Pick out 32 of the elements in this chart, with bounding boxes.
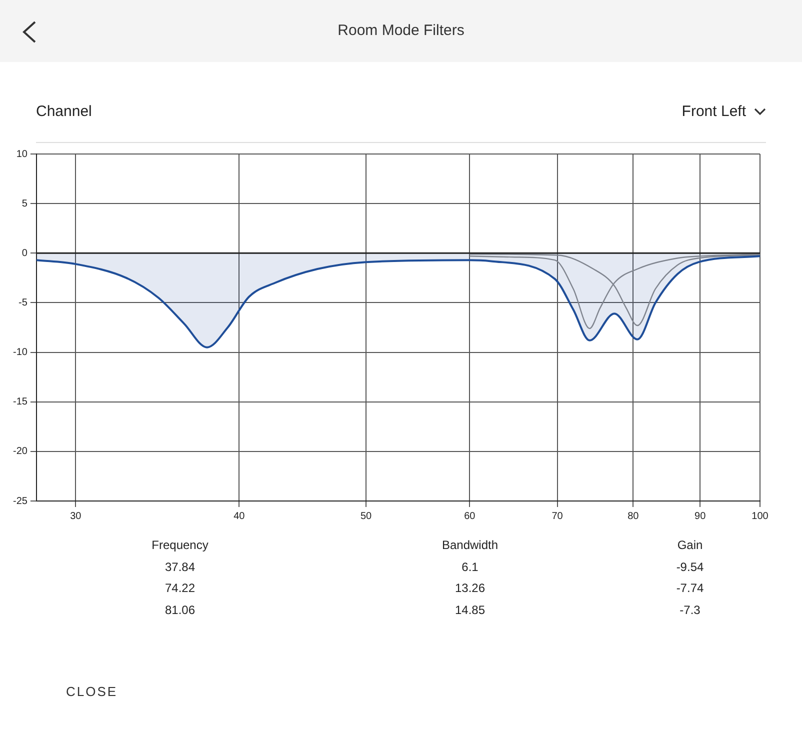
text: 37.84: [164, 560, 196, 574]
x-tick-label: 30: [70, 510, 82, 522]
y-tick-label: 0: [22, 248, 28, 259]
y-tick-label: 10: [16, 148, 28, 160]
text: Bandwidth: [440, 538, 500, 552]
x-tick-label: 50: [360, 510, 372, 522]
y-tick-label: -5: [18, 297, 28, 308]
chart-title: Room Mode Filters: [336, 22, 466, 39]
text: -7.3: [678, 602, 702, 616]
text: Gain: [676, 538, 704, 552]
y-tick-label: 5: [22, 198, 28, 210]
y-tick-label: -25: [13, 496, 28, 507]
text: Channel: [36, 103, 92, 120]
x-tick-label: 80: [628, 510, 640, 522]
text: 74.22: [164, 581, 196, 595]
x-tick-label: 40: [234, 510, 246, 522]
x-tick-label: 100: [752, 510, 769, 522]
y-tick-label: -20: [13, 446, 28, 458]
text: 81.06: [164, 602, 196, 616]
text: 13.26: [454, 581, 486, 595]
text: -9.54: [675, 560, 705, 574]
text: -7.74: [675, 581, 705, 595]
y-tick-label: -10: [13, 347, 28, 358]
text: 14.85: [454, 602, 486, 616]
text: Front Left: [682, 103, 746, 120]
text: CLOSE: [66, 684, 118, 699]
x-tick-label: 90: [694, 510, 706, 522]
y-tick-label: -15: [13, 396, 28, 408]
text: 6.1: [460, 560, 480, 574]
x-tick-label: 60: [464, 510, 476, 522]
text: Frequency: [150, 538, 210, 552]
x-tick-label: 70: [552, 510, 564, 522]
